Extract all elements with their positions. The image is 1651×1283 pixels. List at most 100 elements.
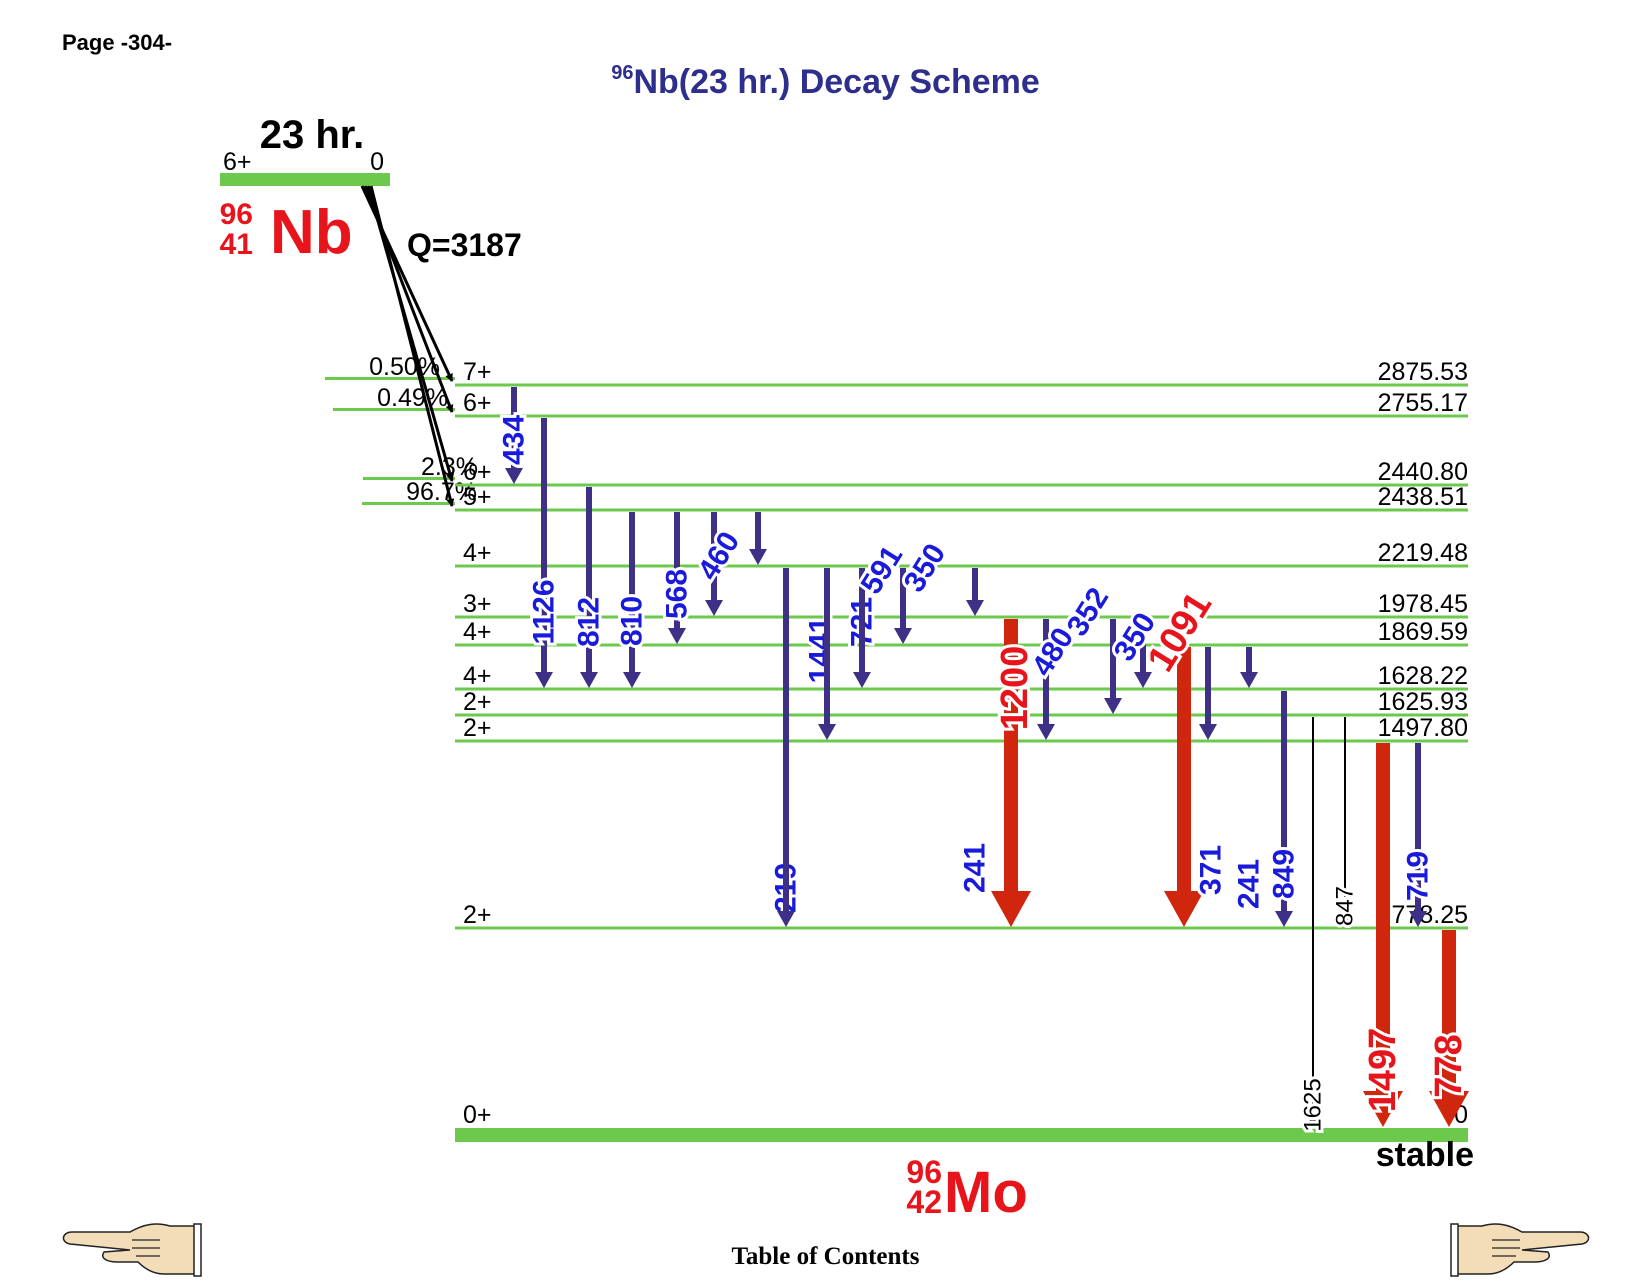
level-energy: 2875.53	[1378, 358, 1468, 386]
ground-level-bar	[455, 1128, 1468, 1142]
gamma-arrow-head	[580, 672, 598, 688]
gamma-transition: 1625	[1297, 717, 1330, 1135]
gamma-arrow-head	[1309, 1119, 1317, 1127]
level-energy: 2440.80	[1378, 458, 1468, 486]
gamma-transition: 568	[658, 512, 697, 644]
gamma-transition: 1200	[991, 619, 1039, 927]
level-line	[455, 615, 1468, 619]
gamma-arrow-head	[705, 600, 723, 616]
gamma-arrow-head	[1363, 1091, 1403, 1127]
daughter-mass-number: 96	[906, 1154, 942, 1190]
energy-level: 4+ 2219.48	[455, 539, 1468, 568]
daughter-element-symbol: Mo	[944, 1160, 1028, 1225]
gamma-energy-label: 371	[1195, 845, 1228, 895]
level-line	[455, 643, 1468, 647]
gamma-arrow-head	[749, 549, 767, 565]
pointing-hand-left-icon[interactable]	[60, 1218, 202, 1283]
gamma-arrow-shaft	[511, 387, 517, 468]
beta-intensity: 0.50%	[369, 353, 440, 381]
level-line	[455, 414, 1468, 418]
level-spin: 4+	[463, 618, 492, 646]
gamma-arrow-shaft	[1043, 619, 1049, 724]
level-spin: 2+	[463, 714, 492, 742]
level-spin: 3+	[463, 590, 492, 618]
gamma-arrow-shaft	[859, 568, 865, 672]
gamma-energy-label: 434	[498, 415, 531, 465]
energy-level: 0+ 0	[455, 1101, 1468, 1142]
gamma-transition: 719	[1399, 743, 1438, 927]
level-spin: 6+	[463, 389, 492, 417]
page-number-label: Page -304-	[62, 30, 173, 55]
diagram-title: 96Nb(23 hr.) Decay Scheme	[0, 62, 1651, 102]
beta-branches: 0.50% 0.49% 2.3%96.7%	[325, 185, 478, 507]
gamma-energy-label: 847	[1332, 886, 1359, 926]
level-energy: 2755.17	[1378, 389, 1468, 417]
level-spin: 2+	[463, 688, 492, 716]
parent-energy: 0	[370, 148, 384, 176]
level-line	[455, 508, 1468, 512]
energy-level: 4+ 1628.22	[455, 662, 1468, 691]
parent-mass-number: 96	[220, 198, 253, 231]
gamma-arrow-head	[1341, 919, 1349, 927]
parent-halflife: 23 hr.	[260, 113, 365, 157]
gamma-arrow-shaft	[629, 512, 635, 672]
gamma-transition: 241	[1230, 647, 1269, 912]
daughter-atomic-number: 42	[906, 1184, 942, 1220]
gamma-arrow-head	[668, 628, 686, 644]
gamma-energy-label: 568	[661, 569, 694, 619]
level-spin: 7+	[463, 358, 492, 386]
gamma-arrow-head	[853, 672, 871, 688]
level-line	[455, 713, 1468, 717]
daughter-levels: 7+ 2875.53 6+ 2755.17 6+ 2440.80 5+ 2438.51 4+ 22…	[455, 358, 1468, 1142]
gamma-transitions: 4341126812810568460219144172159135024112…	[495, 387, 1473, 1135]
gamma-arrow-shaft	[1205, 647, 1211, 724]
gamma-arrow-shaft	[1246, 647, 1252, 672]
gamma-energy-label: 812	[573, 597, 606, 647]
gamma-arrow-head	[894, 628, 912, 644]
gamma-energy-label: 241	[959, 843, 992, 893]
beta-intensity: 0.49%	[377, 384, 448, 412]
gamma-arrow-shaft	[824, 568, 830, 724]
gamma-arrow-head	[818, 724, 836, 740]
daughter-label: 96 42 Mo stable	[906, 1136, 1474, 1225]
gamma-transition: 219	[749, 512, 806, 916]
level-spin: 0+	[463, 1101, 492, 1129]
beta-feed-stub	[363, 477, 455, 480]
gamma-arrow-head	[1134, 672, 1152, 688]
beta-intensity: 96.7%	[406, 478, 477, 506]
gamma-energy-label: 1497	[1362, 1028, 1404, 1113]
title-mass-number: 96	[611, 62, 634, 84]
gamma-transition: 1441	[777, 568, 840, 927]
gamma-arrow-shaft	[1415, 743, 1421, 911]
pointing-hand-right-icon[interactable]	[1450, 1218, 1592, 1283]
gamma-arrow-head	[1104, 698, 1122, 714]
parent-level: 6+ 0 23 hr. 96 41 Nb Q=3187	[220, 113, 522, 267]
stable-label: stable	[1376, 1136, 1474, 1174]
gamma-energy-label: 241	[1233, 859, 1266, 909]
energy-level: 2+ 778.25	[455, 901, 1468, 930]
level-line	[455, 564, 1468, 568]
gamma-arrow-head	[623, 672, 641, 688]
energy-level: 2+ 1497.80	[455, 714, 1468, 743]
gamma-arrow-shaft	[1140, 619, 1146, 672]
gamma-transition: 460	[689, 512, 749, 616]
beta-feed: 96.7%	[362, 185, 477, 507]
gamma-energy-label: 719	[1402, 851, 1435, 901]
gamma-energy-label: 1200	[994, 646, 1036, 731]
level-energy: 2219.48	[1378, 539, 1468, 567]
energy-level: 3+ 1978.45	[455, 590, 1468, 619]
gamma-transition: 847	[1329, 717, 1362, 929]
gamma-arrow-head	[1240, 672, 1258, 688]
level-line	[455, 383, 1468, 387]
gamma-arrow-shaft	[900, 568, 906, 628]
gamma-arrow-shaft	[1442, 930, 1456, 1091]
level-spin: 6+	[463, 458, 492, 486]
gamma-arrow-shaft	[586, 487, 592, 672]
energy-level: 6+ 2755.17	[455, 389, 1468, 418]
title-text: Nb(23 hr.) Decay Scheme	[633, 63, 1040, 101]
gamma-energy-label: 778	[1428, 1034, 1470, 1097]
gamma-energy-label: 1441	[804, 617, 837, 684]
gamma-arrow-shaft	[1004, 619, 1018, 891]
table-of-contents-link[interactable]: Table of Contents	[731, 1243, 920, 1270]
